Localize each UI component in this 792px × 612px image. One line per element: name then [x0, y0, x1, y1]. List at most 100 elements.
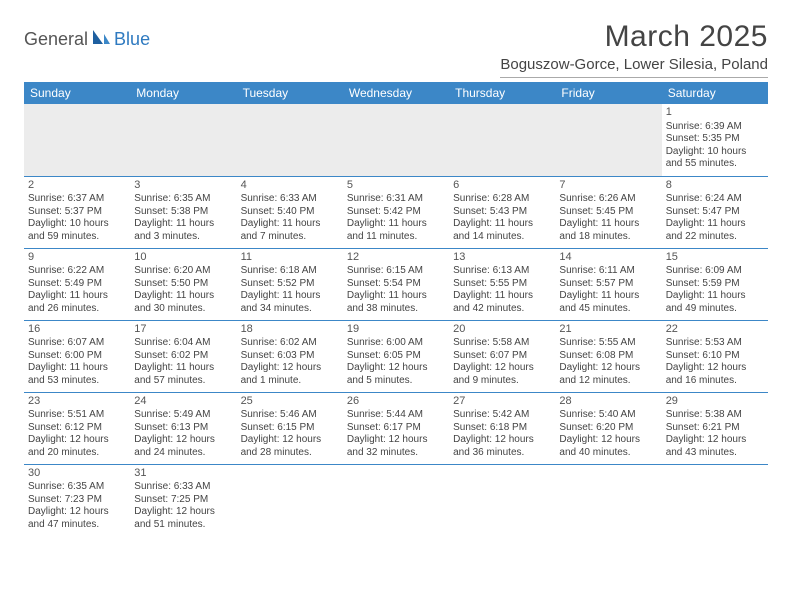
day-number: 11	[241, 251, 339, 265]
month-title: March 2025	[500, 20, 768, 54]
calendar-day-cell: 19Sunrise: 6:00 AMSunset: 6:05 PMDayligh…	[343, 320, 449, 392]
sunrise-text: Sunrise: 6:33 AM	[241, 193, 339, 206]
daylight-text: and 32 minutes.	[347, 447, 445, 460]
sunrise-text: Sunrise: 6:02 AM	[241, 337, 339, 350]
daylight-text: and 26 minutes.	[28, 303, 126, 316]
sunset-text: Sunset: 6:03 PM	[241, 350, 339, 363]
calendar-day-cell: 27Sunrise: 5:42 AMSunset: 6:18 PMDayligh…	[449, 392, 555, 464]
daylight-text: Daylight: 12 hours	[134, 506, 232, 519]
daylight-text: and 18 minutes.	[559, 231, 657, 244]
day-number: 5	[347, 179, 445, 193]
sunset-text: Sunset: 6:20 PM	[559, 422, 657, 435]
sunrise-text: Sunrise: 6:11 AM	[559, 265, 657, 278]
daylight-text: and 45 minutes.	[559, 303, 657, 316]
calendar-day-cell: 21Sunrise: 5:55 AMSunset: 6:08 PMDayligh…	[555, 320, 661, 392]
sunset-text: Sunset: 5:55 PM	[453, 278, 551, 291]
daylight-text: Daylight: 12 hours	[28, 434, 126, 447]
calendar-day-cell: 5Sunrise: 6:31 AMSunset: 5:42 PMDaylight…	[343, 176, 449, 248]
sunset-text: Sunset: 6:15 PM	[241, 422, 339, 435]
day-number: 26	[347, 395, 445, 409]
daylight-text: Daylight: 12 hours	[453, 362, 551, 375]
sunset-text: Sunset: 6:05 PM	[347, 350, 445, 363]
day-number: 1	[666, 106, 764, 120]
weekday-header: Saturday	[662, 82, 768, 104]
calendar-day-cell: 15Sunrise: 6:09 AMSunset: 5:59 PMDayligh…	[662, 248, 768, 320]
daylight-text: and 38 minutes.	[347, 303, 445, 316]
day-number: 10	[134, 251, 232, 265]
sunset-text: Sunset: 6:08 PM	[559, 350, 657, 363]
daylight-text: and 24 minutes.	[134, 447, 232, 460]
calendar-empty-cell	[237, 464, 343, 536]
calendar-empty-cell	[449, 464, 555, 536]
calendar-day-cell: 2Sunrise: 6:37 AMSunset: 5:37 PMDaylight…	[24, 176, 130, 248]
daylight-text: Daylight: 11 hours	[134, 290, 232, 303]
daylight-text: Daylight: 12 hours	[559, 362, 657, 375]
daylight-text: and 1 minute.	[241, 375, 339, 388]
calendar-day-cell: 16Sunrise: 6:07 AMSunset: 6:00 PMDayligh…	[24, 320, 130, 392]
sunrise-text: Sunrise: 6:18 AM	[241, 265, 339, 278]
sunrise-text: Sunrise: 6:24 AM	[666, 193, 764, 206]
daylight-text: and 11 minutes.	[347, 231, 445, 244]
sunset-text: Sunset: 6:21 PM	[666, 422, 764, 435]
daylight-text: and 49 minutes.	[666, 303, 764, 316]
daylight-text: Daylight: 11 hours	[241, 218, 339, 231]
calendar-empty-cell	[343, 464, 449, 536]
weekday-header: Tuesday	[237, 82, 343, 104]
daylight-text: and 42 minutes.	[453, 303, 551, 316]
sunrise-text: Sunrise: 6:37 AM	[28, 193, 126, 206]
day-number: 30	[28, 467, 126, 481]
sunrise-text: Sunrise: 6:31 AM	[347, 193, 445, 206]
day-number: 18	[241, 323, 339, 337]
day-number: 20	[453, 323, 551, 337]
day-number: 19	[347, 323, 445, 337]
daylight-text: and 47 minutes.	[28, 519, 126, 532]
sunset-text: Sunset: 7:25 PM	[134, 494, 232, 507]
daylight-text: Daylight: 12 hours	[241, 434, 339, 447]
daylight-text: and 5 minutes.	[347, 375, 445, 388]
sunset-text: Sunset: 5:38 PM	[134, 206, 232, 219]
sunset-text: Sunset: 5:45 PM	[559, 206, 657, 219]
calendar-body: 1Sunrise: 6:39 AMSunset: 5:35 PMDaylight…	[24, 104, 768, 536]
daylight-text: and 34 minutes.	[241, 303, 339, 316]
daylight-text: Daylight: 11 hours	[453, 218, 551, 231]
calendar-day-cell: 28Sunrise: 5:40 AMSunset: 6:20 PMDayligh…	[555, 392, 661, 464]
calendar-empty-cell	[555, 104, 661, 176]
calendar-week-row: 1Sunrise: 6:39 AMSunset: 5:35 PMDaylight…	[24, 104, 768, 176]
calendar-week-row: 2Sunrise: 6:37 AMSunset: 5:37 PMDaylight…	[24, 176, 768, 248]
day-number: 2	[28, 179, 126, 193]
sunset-text: Sunset: 6:12 PM	[28, 422, 126, 435]
sunset-text: Sunset: 5:52 PM	[241, 278, 339, 291]
sunrise-text: Sunrise: 5:49 AM	[134, 409, 232, 422]
daylight-text: Daylight: 12 hours	[347, 362, 445, 375]
calendar-week-row: 9Sunrise: 6:22 AMSunset: 5:49 PMDaylight…	[24, 248, 768, 320]
day-number: 31	[134, 467, 232, 481]
day-number: 22	[666, 323, 764, 337]
daylight-text: Daylight: 11 hours	[347, 218, 445, 231]
day-number: 8	[666, 179, 764, 193]
daylight-text: and 53 minutes.	[28, 375, 126, 388]
daylight-text: and 59 minutes.	[28, 231, 126, 244]
sunset-text: Sunset: 5:50 PM	[134, 278, 232, 291]
sunrise-text: Sunrise: 6:33 AM	[134, 481, 232, 494]
calendar-day-cell: 10Sunrise: 6:20 AMSunset: 5:50 PMDayligh…	[130, 248, 236, 320]
daylight-text: and 43 minutes.	[666, 447, 764, 460]
calendar-day-cell: 24Sunrise: 5:49 AMSunset: 6:13 PMDayligh…	[130, 392, 236, 464]
sunrise-text: Sunrise: 6:13 AM	[453, 265, 551, 278]
sunset-text: Sunset: 5:43 PM	[453, 206, 551, 219]
weekday-header: Thursday	[449, 82, 555, 104]
daylight-text: Daylight: 12 hours	[28, 506, 126, 519]
daylight-text: Daylight: 11 hours	[559, 218, 657, 231]
calendar-week-row: 16Sunrise: 6:07 AMSunset: 6:00 PMDayligh…	[24, 320, 768, 392]
weekday-header: Friday	[555, 82, 661, 104]
daylight-text: and 9 minutes.	[453, 375, 551, 388]
sunrise-text: Sunrise: 5:51 AM	[28, 409, 126, 422]
calendar-empty-cell	[24, 104, 130, 176]
sunset-text: Sunset: 5:54 PM	[347, 278, 445, 291]
daylight-text: and 16 minutes.	[666, 375, 764, 388]
sunrise-text: Sunrise: 6:39 AM	[666, 121, 764, 134]
calendar-day-cell: 7Sunrise: 6:26 AMSunset: 5:45 PMDaylight…	[555, 176, 661, 248]
sunrise-text: Sunrise: 5:55 AM	[559, 337, 657, 350]
day-number: 4	[241, 179, 339, 193]
location-text: Boguszow-Gorce, Lower Silesia, Poland	[500, 56, 768, 78]
daylight-text: Daylight: 11 hours	[347, 290, 445, 303]
